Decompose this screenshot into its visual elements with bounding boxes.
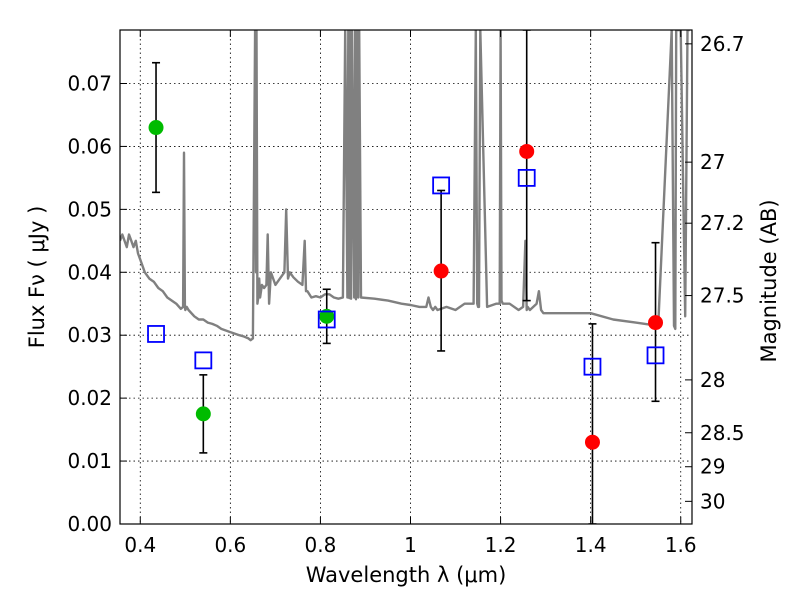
data-point-square [646, 346, 665, 365]
right-axis-label: Magnitude (AB) [757, 199, 781, 362]
data-point-circle [195, 406, 211, 422]
data-point-square [583, 357, 602, 376]
data-point-circle [584, 434, 600, 450]
axis-ticks [120, 30, 692, 525]
right-tick-label: 28 [700, 368, 725, 392]
model-spectrum-line [120, 30, 690, 342]
y-tick-label: 0.03 [67, 323, 112, 347]
x-tick-label: 0.6 [214, 533, 246, 557]
right-tick-label: 28.5 [700, 421, 745, 445]
right-tick-label: 30 [700, 489, 725, 513]
right-tick-label: 27 [700, 150, 725, 174]
right-tick-label: 27.2 [700, 211, 745, 235]
y-tick-label: 0.07 [67, 71, 112, 95]
data-point-square [317, 310, 336, 329]
data-point-square [432, 176, 451, 195]
data-point-square [147, 325, 165, 343]
y-tick-label: 0.06 [67, 134, 112, 158]
plot-area [120, 30, 690, 524]
y-tick-label: 0.00 [67, 512, 112, 536]
y-tick-label: 0.05 [67, 197, 112, 221]
data-point-circle [519, 143, 535, 159]
plot-frame [119, 29, 693, 525]
data-point-circle [148, 120, 164, 136]
data-point-circle [433, 263, 449, 279]
y-axis-label: Flux Fν ( μJy ) [25, 206, 49, 349]
y-tick-label: 0.01 [67, 449, 112, 473]
y-tick-label: 0.02 [67, 386, 112, 410]
x-tick-label: 1 [404, 533, 417, 557]
x-tick-label: 1.2 [485, 533, 517, 557]
right-tick-label: 26.7 [700, 32, 745, 56]
y-tick-label: 0.04 [67, 260, 112, 284]
x-tick-label: 0.8 [305, 533, 337, 557]
axis-labels: 0.4 0.6 0.8 1 1.2 1.4 1.6 0.00 0.01 0.02 0.03 0.04 0… [25, 32, 781, 587]
data-point-square [194, 351, 213, 370]
data-point-circle [319, 308, 335, 324]
grid [120, 30, 692, 524]
data-point-circle [648, 315, 664, 331]
data-point-square [517, 168, 536, 187]
x-tick-label: 0.4 [124, 533, 156, 557]
x-axis-label: Wavelength λ (μm) [306, 563, 507, 587]
x-tick-label: 1.4 [575, 533, 607, 557]
x-tick-label: 1.6 [665, 533, 697, 557]
right-tick-label: 29 [700, 455, 725, 479]
right-tick-label: 27.5 [700, 284, 745, 308]
